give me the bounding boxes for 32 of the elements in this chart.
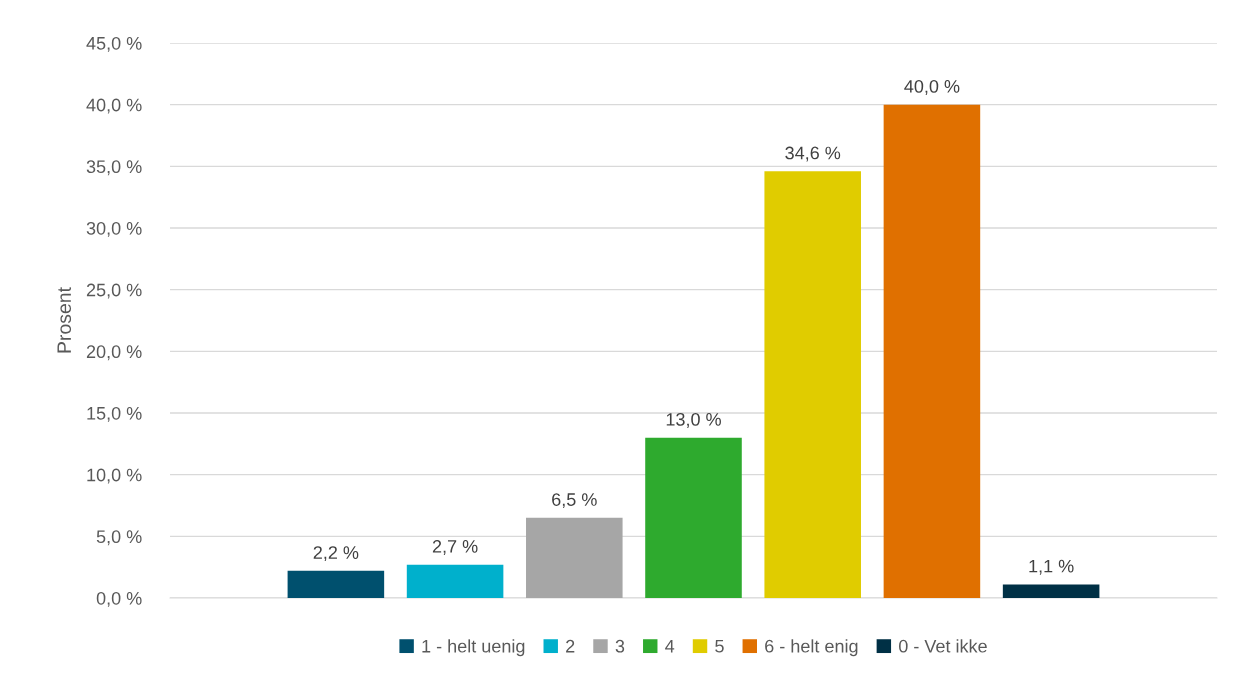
bar (526, 517, 623, 598)
bar (883, 104, 981, 598)
bar (1002, 584, 1100, 598)
legend-label: 3 (615, 639, 625, 653)
bar (287, 570, 385, 598)
data-label: 13,0 % (666, 412, 721, 428)
data-label: 2,7 % (432, 540, 478, 555)
y-tick-label: 10,0 % (87, 468, 142, 484)
legend-label: 0 - Vet ikke (898, 639, 987, 653)
legend-label: 1 - helt uenig (422, 639, 525, 657)
y-tick-label: 5,0 % (96, 530, 142, 546)
y-tick-label: 45,0 % (86, 36, 142, 52)
y-tick-label: 0,0 % (96, 591, 142, 607)
legend-label: 4 (665, 639, 675, 653)
y-tick-label: 35,0 % (86, 160, 142, 176)
legend-label: 5 (715, 639, 724, 653)
y-tick-label: 15,0 % (87, 406, 142, 422)
y-tick-label: 25,0 % (86, 283, 142, 299)
bar (645, 437, 742, 598)
y-tick-label: 40,0 % (86, 98, 142, 114)
y-tick-label: 30,0 % (86, 221, 142, 237)
data-label: 2,2 % (313, 546, 359, 562)
y-tick-label: 20,0 % (86, 345, 142, 361)
data-label: 40,0 % (904, 79, 960, 95)
legend-label: 2 (566, 639, 575, 653)
bar (406, 564, 504, 598)
legend-label: 6 - helt enig (765, 639, 858, 657)
data-label: 34,6 % (785, 146, 841, 162)
y-axis-title: Prosent (57, 287, 72, 353)
bar (764, 171, 861, 598)
data-label: 1,1 % (1029, 559, 1074, 575)
data-label: 6,5 % (552, 493, 597, 509)
